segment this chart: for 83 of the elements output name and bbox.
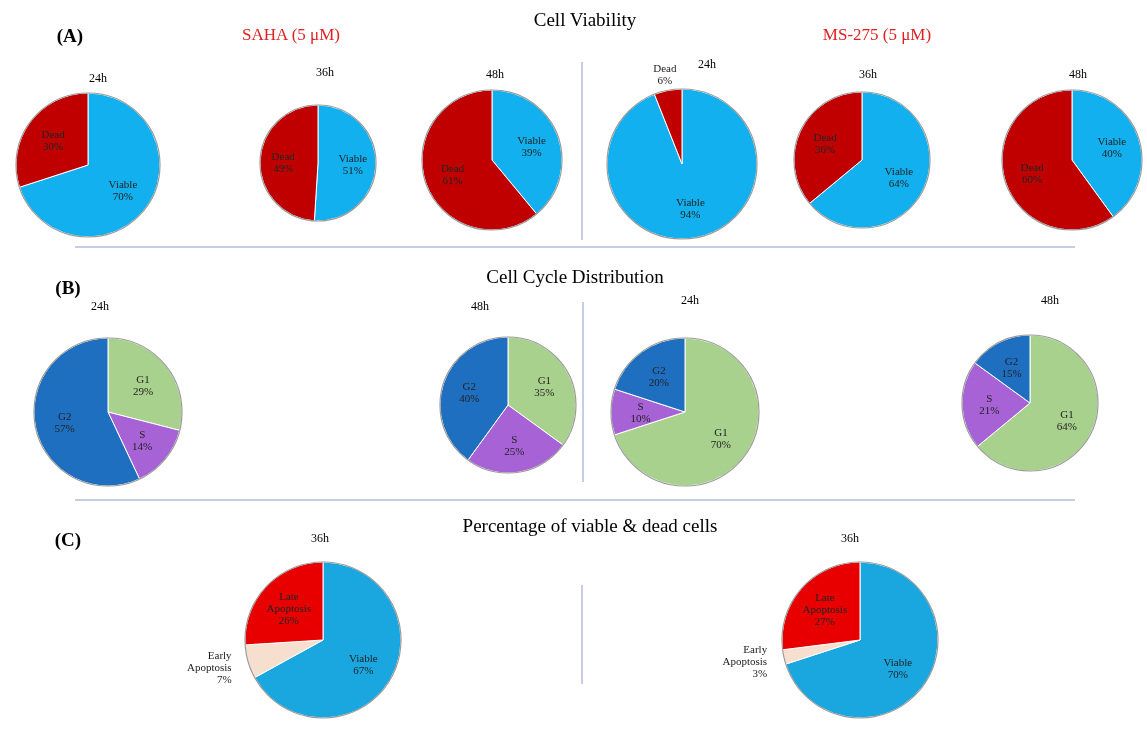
slice-label: G1 xyxy=(714,426,728,439)
data-label: 30% xyxy=(42,139,64,152)
data-label: 35% xyxy=(534,386,555,399)
chart-title: 48h xyxy=(1069,67,1087,81)
slice-label: S xyxy=(986,392,993,405)
data-label: 29% xyxy=(133,384,154,397)
text: SAHA (5 μM) xyxy=(242,25,340,44)
slice-label: Late Apoptosis xyxy=(266,589,312,614)
data-label: 57% xyxy=(54,421,75,434)
data-label: 60% xyxy=(1021,172,1043,185)
data-label: 26% xyxy=(278,613,299,626)
slice-label: Dead xyxy=(41,127,66,140)
data-label: 40% xyxy=(459,392,480,405)
chart-title: 48h xyxy=(471,299,489,313)
data-label: 61% xyxy=(442,174,463,187)
slice-label: Early Apoptosis xyxy=(722,642,768,667)
chart-title: 24h xyxy=(89,71,107,85)
slice-label: Dead xyxy=(653,62,677,75)
chart-title: 36h xyxy=(316,65,334,79)
data-label: 15% xyxy=(1001,366,1022,379)
data-label: 94% xyxy=(680,208,701,221)
data-label: 3% xyxy=(752,666,768,679)
data-label: 14% xyxy=(132,440,153,453)
data-label: 7% xyxy=(216,672,232,685)
slice-label: S xyxy=(139,428,146,441)
data-label: 51% xyxy=(342,164,363,177)
text: Percentage of viable & dead cells xyxy=(462,515,718,536)
pie-slice xyxy=(785,561,939,719)
data-label: 36% xyxy=(815,142,836,155)
data-label: 49% xyxy=(273,161,294,174)
slice-label: G2 xyxy=(462,380,476,393)
slice-label: Viable xyxy=(676,196,705,209)
slice-label: G1 xyxy=(1060,408,1074,421)
text: MS-275 (5 μM) xyxy=(822,25,932,44)
slice-label: G2 xyxy=(57,409,72,422)
chart-title: 24h xyxy=(681,293,699,307)
chart-title: 48h xyxy=(486,67,504,81)
text: (B) xyxy=(55,277,81,299)
text: Cell Viability xyxy=(533,9,637,30)
pie-slice xyxy=(19,92,161,238)
chart-title: 36h xyxy=(841,531,859,545)
slice-label: G2 xyxy=(652,364,666,377)
slice-label: Dead xyxy=(813,130,838,143)
text: (A) xyxy=(56,25,84,47)
chart-title: 24h xyxy=(91,299,109,313)
data-label: 10% xyxy=(630,412,651,424)
pie-slice xyxy=(614,337,760,487)
slice-label: S xyxy=(637,400,644,412)
slice-label: Dead xyxy=(440,162,465,175)
slice-label: Viable xyxy=(338,152,368,165)
slice-label: Viable xyxy=(517,133,546,146)
slice-label: Viable xyxy=(1097,135,1127,148)
text: Cell Cycle Distribution xyxy=(486,266,665,287)
chart-title: 36h xyxy=(859,67,877,81)
slice-label: Dead xyxy=(271,149,296,162)
data-label: 70% xyxy=(887,667,908,680)
slice-label: Viable xyxy=(883,655,913,668)
slice-label: G2 xyxy=(1004,354,1019,367)
slice-label: Viable xyxy=(108,178,138,191)
data-label: 25% xyxy=(504,445,525,458)
slice-label: G1 xyxy=(537,374,552,387)
slice-label: Viable xyxy=(348,651,378,664)
data-label: 70% xyxy=(112,190,134,203)
slice-label: Early Apoptosis xyxy=(186,648,233,673)
data-label: 27% xyxy=(814,615,835,628)
data-label: 64% xyxy=(888,177,909,190)
slice-label: Viable xyxy=(884,165,914,178)
data-label: 39% xyxy=(521,145,542,158)
slice-label: Dead xyxy=(1020,160,1045,173)
data-label: 70% xyxy=(710,438,732,451)
data-label: 67% xyxy=(353,663,374,676)
data-label: 6% xyxy=(657,74,673,87)
data-label: 20% xyxy=(648,376,669,389)
slice-label: G1 xyxy=(136,372,150,385)
chart-title: 24h xyxy=(698,57,716,71)
data-label: 21% xyxy=(979,404,1000,417)
slice-label: S xyxy=(511,433,518,446)
chart-title: 36h xyxy=(311,531,329,545)
text: (C) xyxy=(54,529,82,551)
data-label: 64% xyxy=(1056,420,1077,433)
chart-title: 48h xyxy=(1041,293,1059,307)
slice-label: Late Apoptosis xyxy=(802,591,848,616)
data-label: 40% xyxy=(1101,147,1123,160)
